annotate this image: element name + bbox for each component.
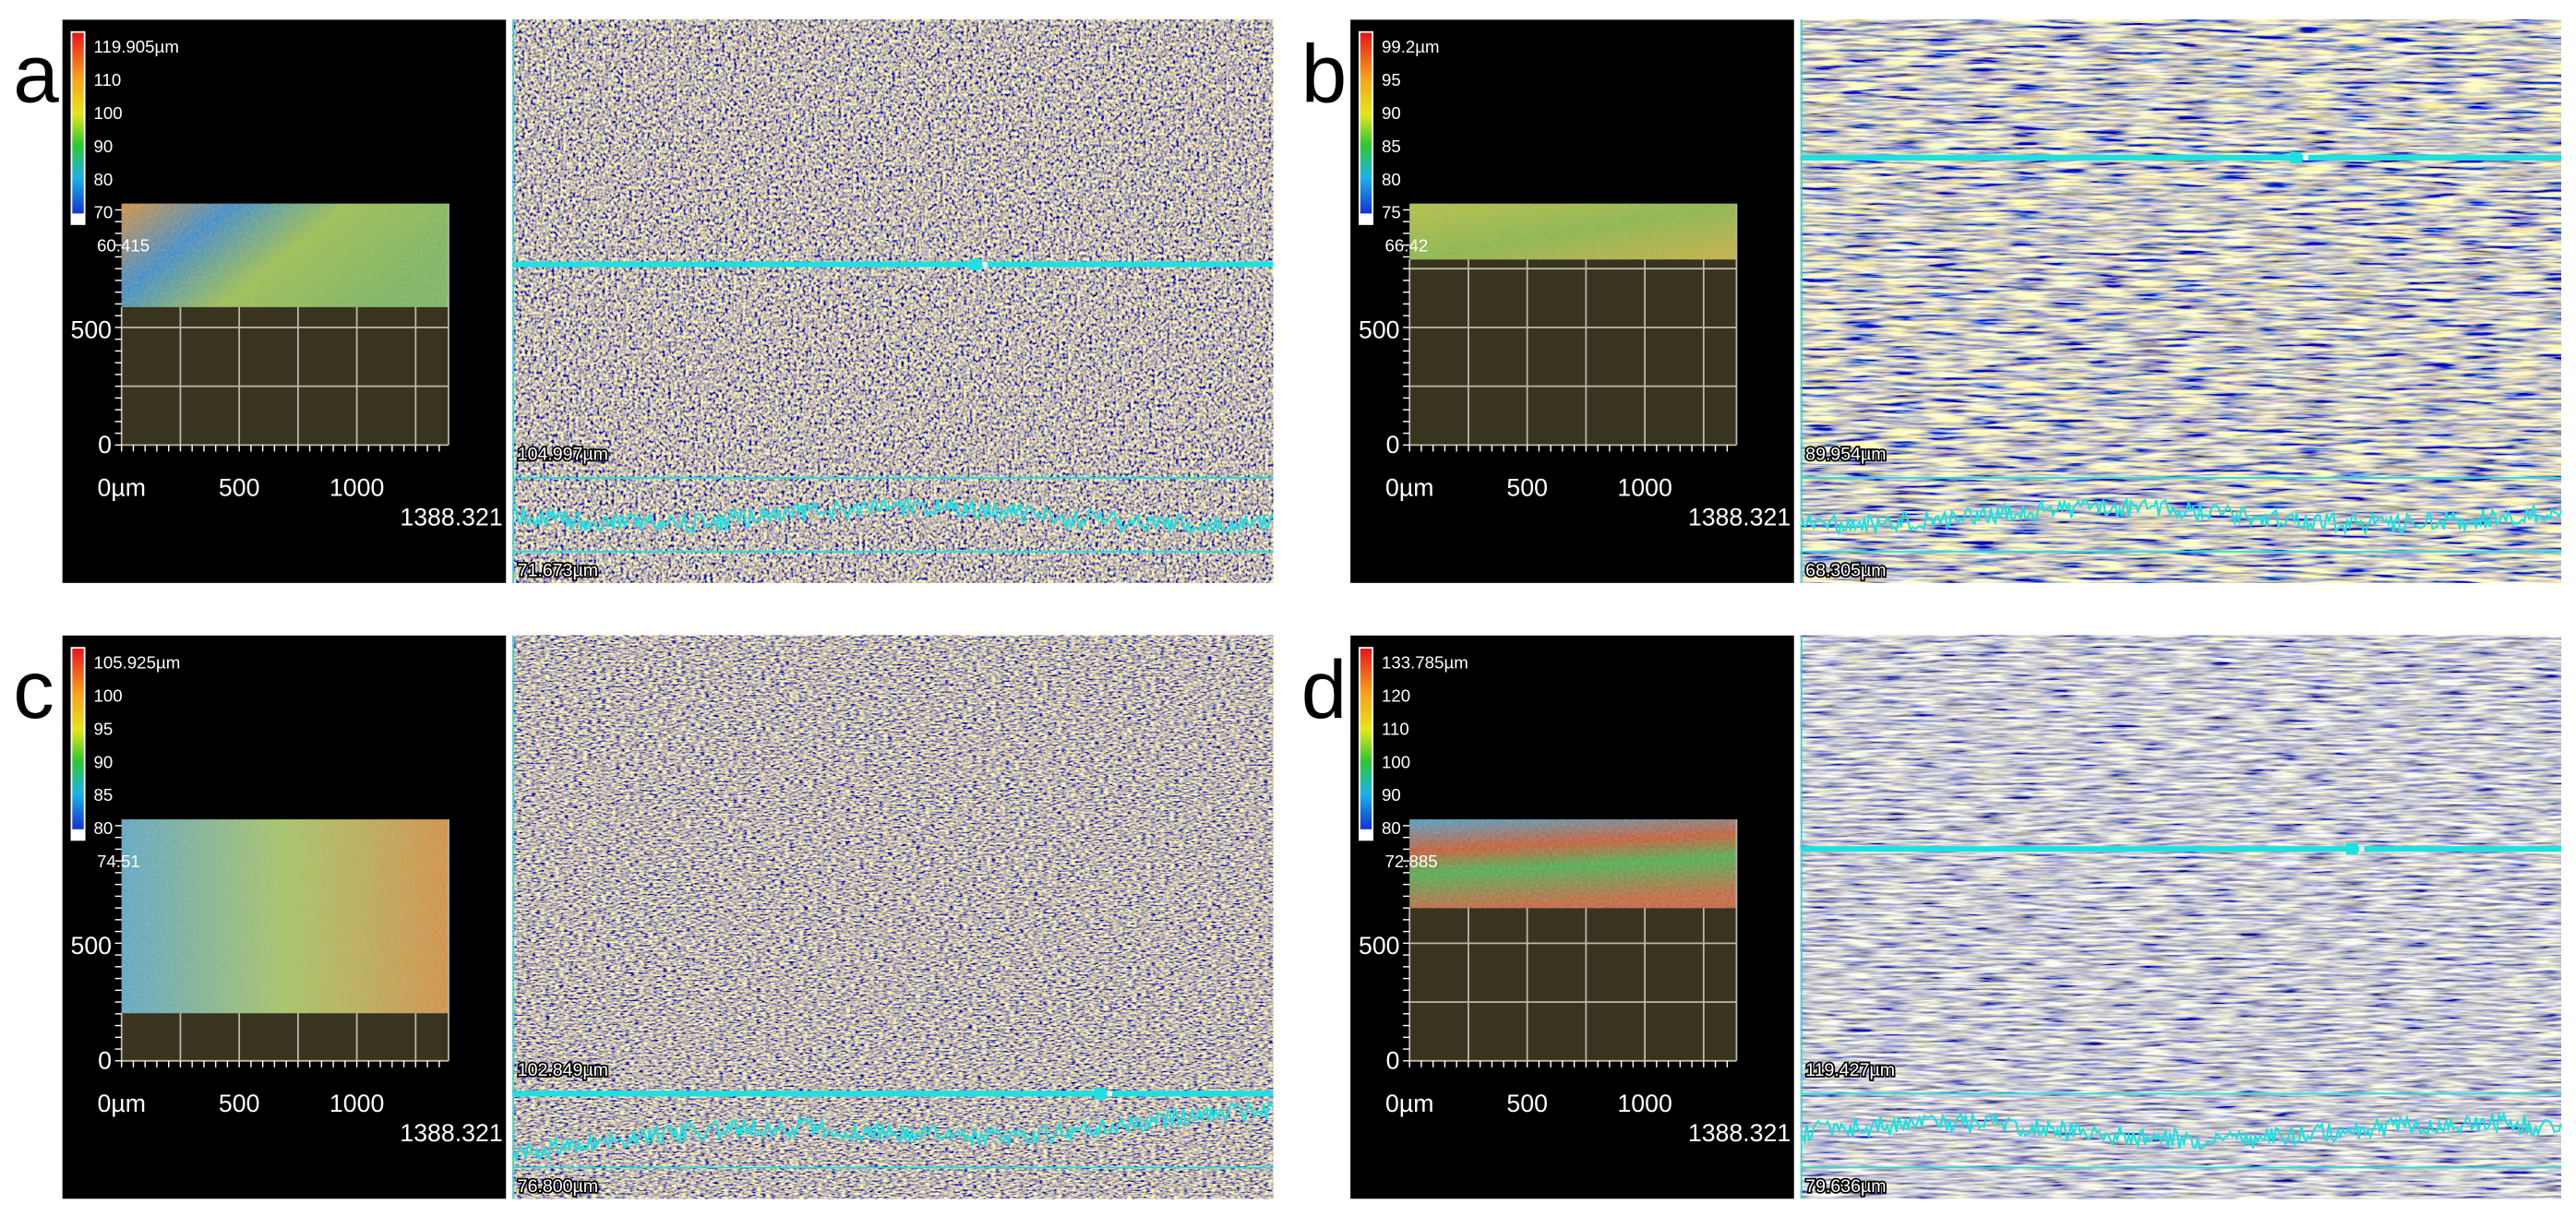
profile-trace <box>1801 496 2562 537</box>
y-axis-label: 0 <box>98 431 112 459</box>
profile-min-label: 68.305µm <box>1805 561 1886 581</box>
x-extent-label: 1388.321 <box>400 1119 502 1147</box>
x-axis-label: 1000 <box>1617 474 1671 502</box>
colorbar-label: 105.925µm <box>93 652 180 672</box>
x-axis-label: 0µm <box>1385 474 1433 502</box>
panel: a 119.905µm 110 100 90 80 70 60.415 500 0 0µm 500 10… <box>13 19 1275 583</box>
colorbar-label: 95 <box>1382 70 1401 89</box>
x-axis-label: 1000 <box>329 1090 384 1117</box>
x-axis-label: 0µm <box>97 1090 145 1117</box>
colorbar-label: 85 <box>1382 137 1401 156</box>
profile-trace <box>513 1099 1275 1163</box>
scan-marker-dot <box>1107 1091 1113 1097</box>
profile-max-label: 119.427µm <box>1805 1060 1895 1080</box>
colorbar-label: 100 <box>93 103 122 123</box>
colorbar-label: 85 <box>93 785 113 805</box>
micrograph <box>1800 19 2561 583</box>
colorbar-label: 80 <box>1382 818 1401 838</box>
colorbar <box>72 649 84 829</box>
colorbar-label: 99.2µm <box>1382 37 1440 56</box>
y-axis-label: 500 <box>1359 932 1400 960</box>
x-axis-label: 500 <box>1506 474 1548 502</box>
colorbar-label: 90 <box>93 752 113 771</box>
x-extent-label: 1388.321 <box>1688 1119 1791 1147</box>
x-extent-label: 1388.321 <box>400 504 502 531</box>
x-axis-label: 500 <box>219 474 260 502</box>
colorbar-label: 70 <box>93 203 113 222</box>
height-map-noise <box>121 819 449 1014</box>
x-axis-label: 500 <box>1506 1090 1548 1117</box>
colorbar <box>72 32 84 214</box>
colorbar-label: 120 <box>1382 685 1410 705</box>
scan-marker-dot <box>982 261 988 268</box>
scan-marker <box>969 258 981 270</box>
profile-min-label: 79.636µm <box>1805 1176 1886 1197</box>
x-axis-label: 500 <box>219 1090 260 1117</box>
colorbar-label: 90 <box>93 137 113 156</box>
y-axis-label: 500 <box>71 316 113 344</box>
profile-max-label: 104.997µm <box>518 444 608 464</box>
micrograph <box>1800 635 2561 1199</box>
x-extent-label: 1388.321 <box>1688 504 1791 531</box>
colorbar-label: 75 <box>1382 203 1401 222</box>
height-map-noise <box>121 203 449 307</box>
colorbar-label: 80 <box>93 170 113 189</box>
scan-marker-dot <box>2359 846 2365 852</box>
min-label: 60.415 <box>97 235 150 255</box>
colorbar-label: 100 <box>1382 752 1410 771</box>
profile-max-label: 102.849µm <box>518 1060 608 1080</box>
x-axis-label: 0µm <box>97 474 145 502</box>
colorbar-label: 90 <box>1382 785 1401 805</box>
colorbar-label: 90 <box>1382 103 1401 123</box>
colorbar-label: 80 <box>93 818 113 838</box>
scan-marker <box>2345 842 2358 855</box>
colorbar-label: 80 <box>1382 170 1401 189</box>
micrograph <box>512 635 1274 1199</box>
profile-max-label: 89.954µm <box>1805 444 1886 464</box>
profile-trace <box>1801 1110 2562 1151</box>
panel-label: b <box>1301 27 1348 119</box>
y-axis-label: 0 <box>98 1047 112 1075</box>
y-axis-label: 0 <box>1386 1047 1400 1075</box>
colorbar-label: 110 <box>1382 719 1409 738</box>
y-axis-label: 500 <box>71 932 113 960</box>
panel: d 133.785µm 120 110 100 90 80 72.885 500 0 0µm 500 1… <box>1301 635 2562 1199</box>
height-map-noise <box>1409 203 1737 260</box>
y-axis-label: 500 <box>1359 316 1400 344</box>
y-axis-label: 0 <box>1386 431 1400 459</box>
colorbar <box>1360 649 1372 829</box>
x-axis-label: 0µm <box>1385 1090 1433 1117</box>
panel-label: a <box>13 27 59 119</box>
scan-marker <box>1094 1088 1106 1100</box>
colorbar-label: 100 <box>93 685 122 705</box>
scan-marker <box>2290 151 2302 164</box>
micrograph <box>512 19 1274 583</box>
profile-trace <box>513 495 1275 537</box>
min-label: 72.885 <box>1385 852 1438 871</box>
panel-label: c <box>13 643 54 735</box>
profile-min-label: 76.800µm <box>518 1176 598 1197</box>
colorbar <box>1360 32 1372 214</box>
profile-min-label: 71.673µm <box>518 561 598 581</box>
height-map-noise <box>1409 819 1737 909</box>
colorbar-label: 119.905µm <box>93 37 178 56</box>
colorbar-label: 110 <box>93 70 121 89</box>
x-axis-label: 1000 <box>1617 1090 1671 1117</box>
colorbar-label: 133.785µm <box>1382 652 1468 672</box>
x-axis-label: 1000 <box>329 474 384 502</box>
colorbar-label: 95 <box>93 719 113 738</box>
scan-marker-dot <box>2303 155 2308 161</box>
panel-label: d <box>1301 643 1348 735</box>
